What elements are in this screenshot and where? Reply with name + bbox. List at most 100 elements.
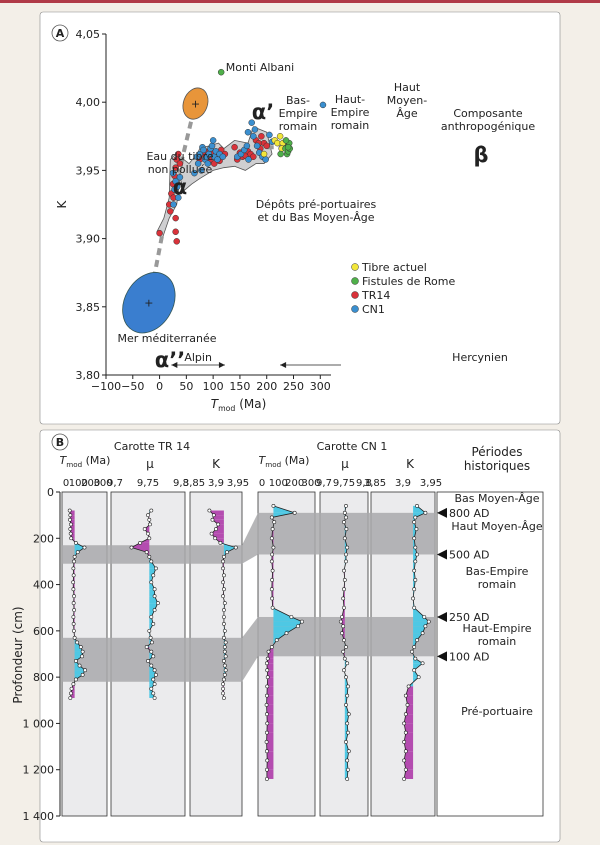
legend-marker [351, 277, 359, 285]
log-sample-point [152, 587, 157, 592]
range-alpin-arrow-left [171, 362, 178, 368]
scatter-point [262, 156, 269, 163]
depth-axis-label: Profondeur (cm) [11, 606, 25, 703]
panel-a-background [39, 11, 561, 425]
log-sample-point [345, 693, 350, 698]
scatter-point [169, 169, 177, 177]
log-sample-point [144, 645, 149, 649]
log-sample-point [222, 587, 226, 592]
log-sample-point [411, 596, 415, 601]
annotation-bas-empire: Bas- [286, 94, 310, 107]
log-sample-point [71, 580, 76, 585]
x-tick-label: 250 [283, 380, 304, 393]
log-sample-point [415, 638, 419, 643]
scatter-point [277, 150, 284, 158]
log-sample-point [149, 615, 154, 619]
log-sample-point [264, 740, 269, 744]
log-sample-point [149, 508, 154, 513]
log-sample-point [346, 684, 350, 689]
log-sample-point [69, 536, 74, 541]
log-sample-point [83, 668, 88, 673]
log-sample-point [423, 624, 428, 629]
scatter-point [250, 153, 257, 161]
x-tick-label: −100 [91, 380, 121, 393]
log-fill [212, 515, 224, 520]
x-tick-label: 300 [310, 380, 331, 393]
log-fill [413, 547, 417, 555]
log-sample-point [265, 721, 270, 726]
scatter-point [274, 139, 281, 147]
annotation-haut-empire: Empire [331, 106, 370, 119]
scale-tick-label: 300 [93, 478, 112, 489]
period-label: Bas-Empire [466, 565, 529, 578]
log-sample-point [73, 659, 78, 663]
scale-tick-label: 3,9 [395, 478, 411, 489]
log-sample-point [270, 578, 275, 582]
y-tick-label: 3,80 [76, 369, 101, 382]
log-sample-point [221, 682, 225, 686]
periods-title: historiques [464, 459, 530, 473]
log-sample-point [265, 758, 270, 763]
period-label: romain [478, 635, 517, 648]
log-sample-point [426, 619, 431, 624]
log-sample-point [406, 684, 411, 689]
log-sample-point [209, 531, 214, 536]
mixing-line-alpha-dprime [149, 234, 165, 291]
depth-tick-label: 1 000 [23, 717, 55, 730]
scatter-point [172, 214, 179, 222]
log-sample-point [151, 691, 156, 696]
log-sample-point [225, 550, 229, 555]
log-sample-point [207, 508, 212, 513]
legend-label: CN1 [362, 303, 385, 316]
x-tick-label: 50 [179, 380, 193, 393]
log-sample-point [149, 649, 154, 654]
scatter-point [251, 126, 259, 133]
log-sample-point [71, 566, 76, 571]
log-sample-point [269, 587, 274, 592]
log-fill [404, 751, 414, 761]
y-tick-label: 3,85 [76, 301, 101, 314]
log-sample-point [412, 568, 417, 573]
log-sample-point [415, 503, 419, 508]
scatter-point [196, 150, 203, 158]
annotation-composante: Composante [453, 107, 523, 120]
ellipse-bas-empire [182, 87, 209, 120]
depth-tick-label: 0 [47, 486, 54, 499]
log-sample-point [403, 767, 408, 772]
log-sample-point [71, 682, 76, 686]
log-sample-point [149, 559, 154, 564]
log-sample-point [68, 517, 72, 522]
x-tick-label: 200 [256, 380, 277, 393]
scatter-point [172, 164, 179, 171]
scale-tick-label: 300 [301, 478, 320, 489]
log-sample-point [146, 513, 150, 518]
log-sample-point [405, 703, 410, 707]
log-sample-point [72, 559, 76, 564]
scatter-point [219, 153, 227, 161]
periods-title: Périodes [471, 445, 522, 459]
annotation-eau-du-tibre: Eau du tibre [146, 150, 213, 163]
scatter-point [231, 143, 238, 151]
panel-a-badge [51, 24, 69, 42]
log-sample-point [274, 638, 279, 643]
annotation-depots: et du Bas Moyen-Âge [257, 211, 374, 224]
range-hercynien-arrow [280, 362, 287, 368]
date-label: 250 AD [449, 611, 490, 624]
log-sample-point [148, 635, 153, 640]
endmember-cross: + [191, 98, 200, 111]
log-sample-point [75, 640, 80, 645]
log-sample-point [222, 696, 226, 700]
scale-tick-label: 9,7 [316, 478, 332, 489]
log-fill [266, 686, 274, 696]
log-fill [149, 568, 156, 576]
log-sample-point [223, 654, 228, 659]
period-label: romain [478, 578, 517, 591]
scale-tick-label: 3,95 [420, 478, 442, 489]
log-sample-point [420, 631, 425, 636]
scatter-point [217, 68, 225, 76]
log-fill [266, 723, 274, 733]
log-sample-point [151, 622, 156, 626]
period-label: Haut-Empire [462, 622, 531, 635]
log-sample-point [72, 608, 77, 612]
log-fill [344, 714, 349, 724]
